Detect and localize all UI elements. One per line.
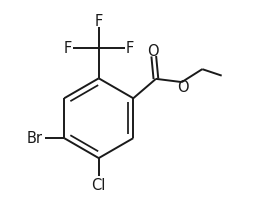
- Text: F: F: [95, 14, 103, 29]
- Text: F: F: [64, 41, 72, 56]
- Text: Cl: Cl: [92, 178, 106, 193]
- Text: F: F: [125, 41, 133, 56]
- Text: Br: Br: [27, 131, 43, 146]
- Text: O: O: [147, 44, 159, 59]
- Text: O: O: [177, 80, 189, 95]
